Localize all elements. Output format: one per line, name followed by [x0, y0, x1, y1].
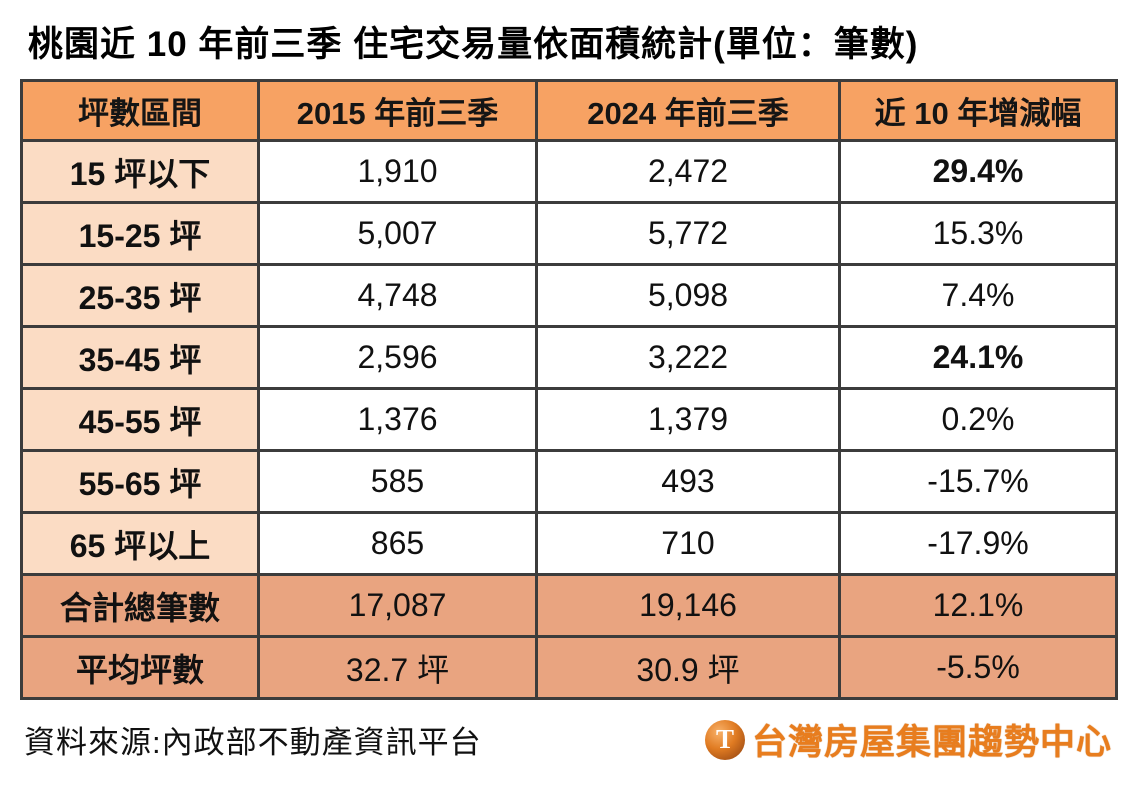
cell-range: 15-25 坪	[20, 201, 260, 266]
cell-range: 55-65 坪	[20, 449, 260, 514]
footer: 資料來源:內政部不動產資訊平台 T 台灣房屋集團趨勢中心	[0, 700, 1136, 765]
cell-change: -15.7%	[838, 449, 1118, 514]
cell-range: 平均坪數	[20, 635, 260, 700]
cell-2015: 585	[257, 449, 538, 514]
cell-2024: 5,772	[535, 201, 841, 266]
table-row-total: 合計總筆數 17,087 19,146 12.1%	[20, 573, 1118, 638]
table-row: 45-55 坪 1,376 1,379 0.2%	[20, 387, 1118, 452]
header-change: 近 10 年增減幅	[838, 79, 1118, 142]
taiwan-housing-logo-icon: T	[704, 719, 745, 760]
data-source-text: 資料來源:內政部不動產資訊平台	[24, 725, 482, 760]
cell-range: 25-35 坪	[20, 263, 260, 328]
cell-change: 0.2%	[838, 387, 1118, 452]
cell-2015: 2,596	[257, 325, 538, 390]
table-row: 65 坪以上 865 710 -17.9%	[20, 511, 1118, 576]
cell-change: 29.4%	[838, 139, 1118, 204]
cell-2015: 17,087	[257, 573, 538, 638]
header-2015: 2015 年前三季	[257, 79, 538, 142]
table-row: 25-35 坪 4,748 5,098 7.4%	[20, 263, 1118, 328]
cell-2024: 2,472	[535, 139, 841, 204]
cell-2024: 493	[535, 449, 841, 514]
cell-2024: 30.9 坪	[535, 635, 841, 700]
cell-change: -17.9%	[838, 511, 1118, 576]
cell-change: -5.5%	[838, 635, 1118, 700]
cell-change: 24.1%	[838, 325, 1118, 390]
cell-2015: 865	[257, 511, 538, 576]
table-row: 15-25 坪 5,007 5,772 15.3%	[20, 201, 1118, 266]
table-row: 15 坪以下 1,910 2,472 29.4%	[20, 139, 1118, 204]
table-row: 55-65 坪 585 493 -15.7%	[20, 449, 1118, 514]
stats-table: 坪數區間 2015 年前三季 2024 年前三季 近 10 年增減幅 15 坪以…	[20, 79, 1118, 700]
logo-text: 台灣房屋集團趨勢中心	[751, 723, 1112, 762]
cell-2015: 5,007	[257, 201, 538, 266]
cell-range: 45-55 坪	[20, 387, 260, 452]
cell-range: 合計總筆數	[20, 573, 260, 638]
page-title: 桃園近 10 年前三季 住宅交易量依面積統計(單位：筆數)	[28, 25, 919, 64]
cell-range: 65 坪以上	[20, 511, 260, 576]
table-row: 35-45 坪 2,596 3,222 24.1%	[20, 325, 1118, 390]
cell-2024: 710	[535, 511, 841, 576]
cell-2015: 1,376	[257, 387, 538, 452]
header-2024: 2024 年前三季	[535, 79, 841, 142]
cell-2024: 5,098	[535, 263, 841, 328]
cell-range: 35-45 坪	[20, 325, 260, 390]
cell-change: 12.1%	[838, 573, 1118, 638]
cell-2015: 32.7 坪	[257, 635, 538, 700]
cell-2015: 1,910	[257, 139, 538, 204]
table-header-row: 坪數區間 2015 年前三季 2024 年前三季 近 10 年增減幅	[20, 79, 1118, 142]
cell-2015: 4,748	[257, 263, 538, 328]
cell-2024: 19,146	[535, 573, 841, 638]
header-size-range: 坪數區間	[20, 79, 260, 142]
company-logo: T 台灣房屋集團趨勢中心	[704, 714, 1112, 765]
cell-2024: 3,222	[535, 325, 841, 390]
table-row-average: 平均坪數 32.7 坪 30.9 坪 -5.5%	[20, 635, 1118, 700]
cell-2024: 1,379	[535, 387, 841, 452]
cell-range: 15 坪以下	[20, 139, 260, 204]
cell-change: 7.4%	[838, 263, 1118, 328]
cell-change: 15.3%	[838, 201, 1118, 266]
